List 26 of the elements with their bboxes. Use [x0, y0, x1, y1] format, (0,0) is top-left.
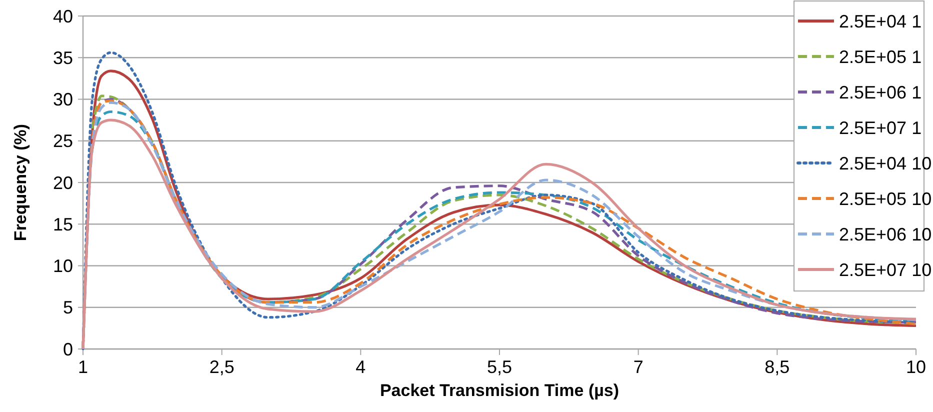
y-tick-label: 5 [62, 298, 73, 318]
y-tick-label: 20 [52, 172, 73, 193]
legend-label: 2.5E+06 10 [839, 224, 932, 244]
x-tick-label: 7 [633, 357, 644, 377]
x-tick-label: 10 [906, 357, 926, 377]
x-tick-label: 5,5 [486, 357, 512, 377]
legend-label: 2.5E+05 10 [839, 188, 932, 209]
y-tick-label: 35 [52, 48, 73, 68]
legend-label: 2.5E+06 1 [839, 82, 922, 102]
legend-label: 2.5E+07 1 [839, 118, 922, 138]
x-tick-label: 8,5 [764, 357, 790, 377]
legend-label: 2.5E+07 10 [839, 260, 932, 280]
legend-label: 2.5E+04 1 [839, 11, 922, 32]
y-axis-title: Frequency (%) [11, 124, 30, 242]
x-tick-label: 1 [78, 357, 88, 377]
y-tick-label: 30 [52, 90, 73, 110]
y-tick-label: 25 [52, 131, 73, 152]
y-tick-label: 15 [52, 214, 73, 234]
y-tick-label: 40 [52, 6, 73, 26]
x-tick-label: 2,5 [209, 357, 234, 377]
legend-label: 2.5E+05 1 [839, 46, 922, 67]
x-axis-title: Packet Transmision Time (µs) [380, 381, 620, 400]
x-tick-label: 4 [356, 357, 366, 377]
y-tick-label: 10 [52, 256, 73, 276]
legend-label: 2.5E+04 10 [839, 153, 932, 174]
y-tick-label: 0 [62, 339, 73, 360]
